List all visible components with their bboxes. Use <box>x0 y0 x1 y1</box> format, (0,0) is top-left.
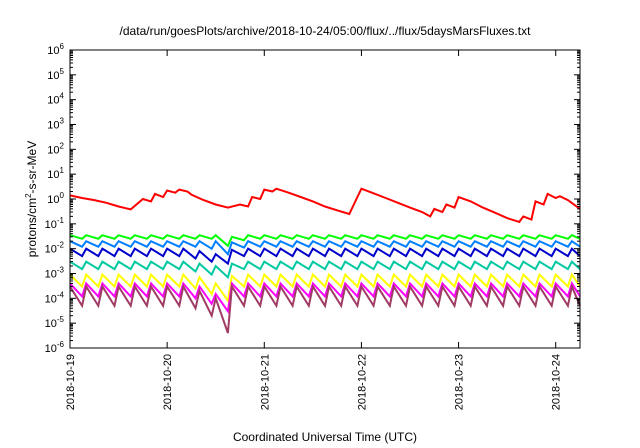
chart-title: /data/run/goesPlots/archive/2018-10-24/0… <box>120 24 532 38</box>
y-tick-label-exp: -6 <box>57 340 65 349</box>
y-tick-label-exp: 0 <box>60 191 65 200</box>
y-tick-label-base: 10 <box>47 120 59 132</box>
y-tick-label-exp: 1 <box>60 166 65 175</box>
y-tick-label-base: 10 <box>45 293 57 305</box>
series-line-1 <box>69 233 581 248</box>
y-tick-label-base: 10 <box>45 269 57 281</box>
y-tick-label-exp: 3 <box>60 117 65 126</box>
y-tick-label-exp: 2 <box>60 141 65 150</box>
y-tick-label: 102 <box>47 141 64 156</box>
plot-area <box>69 49 581 349</box>
y-tick-label: 10-4 <box>45 290 65 305</box>
x-tick-label: 2018-10-19 <box>65 354 77 410</box>
y-axis-label-sup: 2 <box>24 193 33 198</box>
y-tick-label-exp: 5 <box>60 67 65 76</box>
series-line-3 <box>69 247 581 266</box>
series-line-7 <box>69 283 581 334</box>
y-tick-label-base: 10 <box>47 45 59 57</box>
y-tick-label-exp: 6 <box>60 42 65 51</box>
y-tick-label: 10-3 <box>45 266 65 281</box>
series-line-6 <box>69 281 581 314</box>
y-axis-label: protons/cm2-s-sr-MeV <box>24 141 39 257</box>
y-tick-label-base: 10 <box>45 343 57 355</box>
y-tick-label: 106 <box>47 42 64 57</box>
y-tick-label: 103 <box>47 117 64 132</box>
series-line-0 <box>69 187 581 224</box>
y-tick-label-exp: 4 <box>60 92 65 101</box>
y-tick-label: 10-2 <box>45 241 65 256</box>
series-line-2 <box>69 239 581 257</box>
y-tick-label-base: 10 <box>47 70 59 82</box>
y-tick-label: 100 <box>47 191 64 206</box>
y-tick-label-base: 10 <box>47 144 59 156</box>
y-tick-label-exp: -5 <box>57 315 65 324</box>
x-tick-label: 2018-10-24 <box>551 354 563 410</box>
y-tick-label: 10-6 <box>45 340 65 355</box>
y-axis-ticks: 10-610-510-410-310-210-11001011021031041… <box>45 42 580 355</box>
y-tick-label-base: 10 <box>45 219 57 231</box>
y-tick-label: 10-5 <box>45 315 65 330</box>
series-layer <box>69 187 581 334</box>
series-line-4 <box>69 260 581 280</box>
y-axis-label-rest: -s-sr-MeV <box>25 141 39 194</box>
svg-text:protons/cm2-s-sr-MeV: protons/cm2-s-sr-MeV <box>24 141 39 257</box>
y-tick-label: 105 <box>47 67 64 82</box>
x-tick-label: 2018-10-21 <box>259 354 271 410</box>
y-tick-label-exp: -3 <box>57 266 65 275</box>
y-tick-label-base: 10 <box>47 95 59 107</box>
y-tick-label-exp: -4 <box>57 290 65 299</box>
y-tick-label-base: 10 <box>45 244 57 256</box>
y-tick-label-base: 10 <box>47 194 59 206</box>
y-tick-label-exp: -1 <box>57 216 65 225</box>
x-axis-label: Coordinated Universal Time (UTC) <box>233 430 417 444</box>
x-axis-ticks: 2018-10-19 2018-10-20 2018-10-21 2018-10-22… <box>65 50 563 410</box>
x-tick-label: 2018-10-22 <box>356 354 368 410</box>
x-tick-label: 2018-10-20 <box>162 354 174 410</box>
y-tick-label-exp: -2 <box>57 241 65 250</box>
y-axis-label-base: protons/cm <box>25 198 39 257</box>
y-tick-label-base: 10 <box>47 169 59 181</box>
series-line-5 <box>69 272 581 304</box>
y-tick-label: 101 <box>47 166 64 181</box>
x-tick-label: 2018-10-23 <box>454 354 466 410</box>
y-tick-label: 104 <box>47 92 64 107</box>
y-tick-label-base: 10 <box>45 318 57 330</box>
y-tick-label: 10-1 <box>45 216 65 231</box>
